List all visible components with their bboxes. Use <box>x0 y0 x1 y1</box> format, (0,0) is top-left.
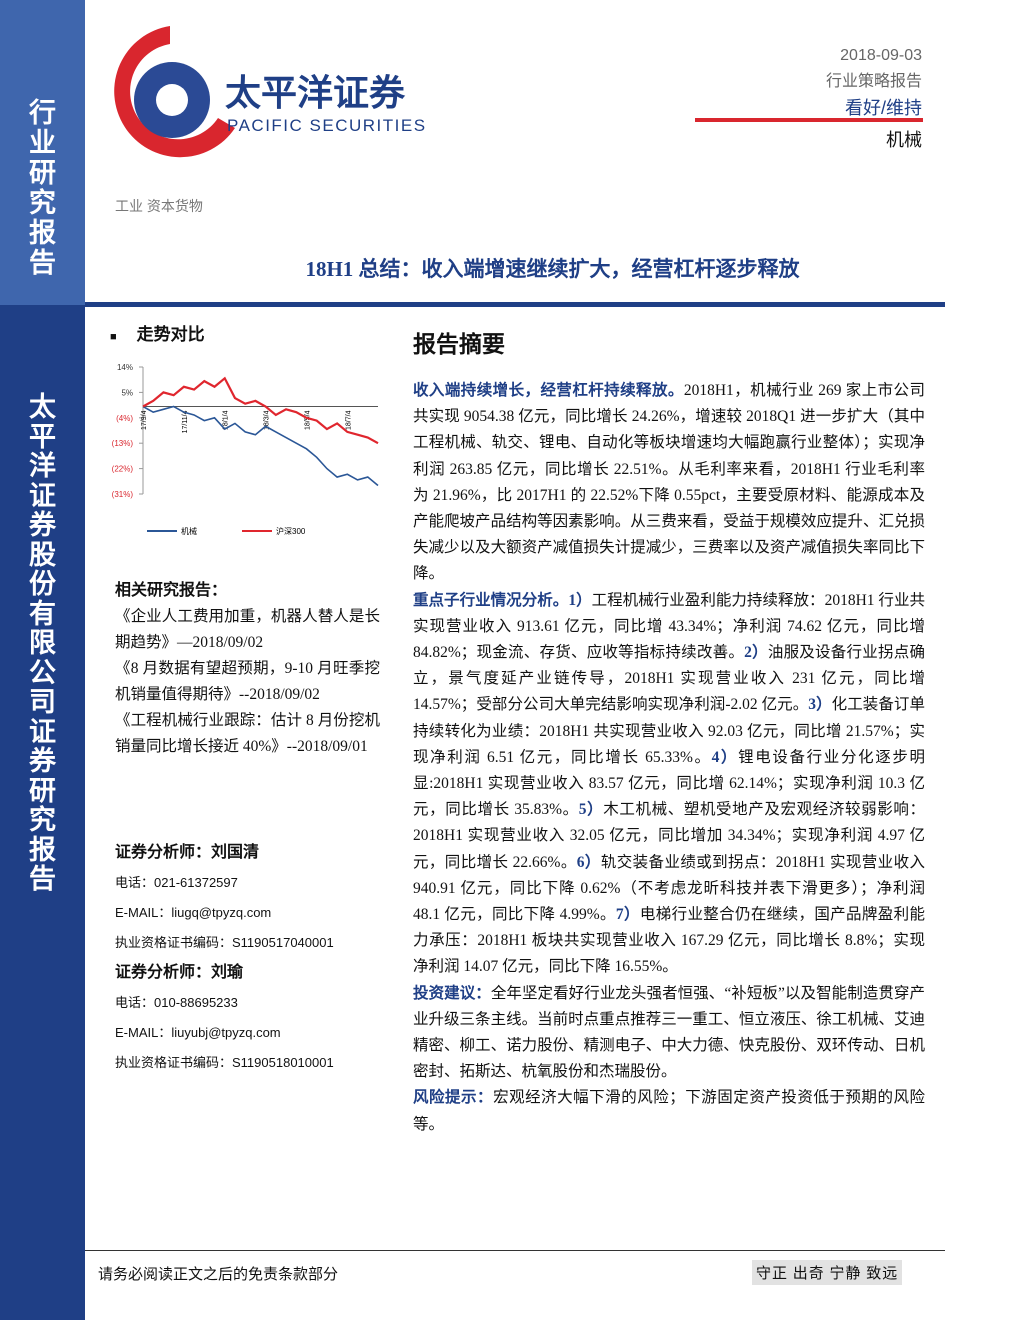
industry: 机械 <box>886 130 922 150</box>
summary-heading: 报告摘要 <box>413 332 505 357</box>
sidebar-top: 行业研究报告 <box>0 0 85 305</box>
x-tick-label: 18/5/4 <box>304 410 311 430</box>
logo-cn: 太平洋证券 <box>225 73 406 114</box>
summary-emphasis: 4） <box>711 748 739 766</box>
related-item: 《企业人工费用加重，机器人替人是长期趋势》—2018/09/02 <box>115 608 380 651</box>
motto: 守正 出奇 宁静 致远 <box>752 1260 903 1285</box>
analysts: 证券分析师：刘国清 电话：021-61372597 E-MAIL：liugq@tpy… <box>115 838 385 1078</box>
y-tick-label: (22%) <box>112 465 134 474</box>
summary-emphasis: 收入端持续增长，经营杠杆持续释放。 <box>413 382 684 399</box>
title: 18H1 总结：收入端增速继续扩大，经营杠杆逐步释放 <box>305 257 800 281</box>
summary-text: 轨交装备业绩或到拐点：2018H1 实现营业收入 940.91 亿元，同比下降 … <box>413 853 925 924</box>
analyst-cert: 执业资格证书编码：S1190517040001 <box>115 935 334 950</box>
legend-label: 机械 <box>181 526 197 536</box>
summary-emphasis: 2） <box>744 644 768 662</box>
title-rule <box>85 302 945 307</box>
sidebar-bottom: 太平洋证券股份有限公司证券研究报告 <box>0 305 85 1320</box>
summary-text: 2018H1，机械行业 269 家上市公司共实现 9054.38 亿元，同比增长… <box>413 382 925 583</box>
report-type: 行业策略报告 <box>825 73 922 90</box>
x-tick-label: 17/9/4 <box>141 410 148 430</box>
summary-emphasis: 1） <box>568 591 592 609</box>
summary-paragraph: 风险提示：宏观经济大幅下滑的风险；下游固定资产投资低于预期的风险等。 <box>413 1085 925 1137</box>
analyst-title: 证券分析师：刘国清 <box>115 844 260 861</box>
summary-text: 木工机械、塑机受地产及宏观经济较弱影响：2018H1 实现营业收入 32.05 … <box>413 801 925 871</box>
y-tick-label: 5% <box>121 388 133 397</box>
analyst-phone: 电话：021-61372597 <box>115 875 238 890</box>
analyst-email: E-MAIL：liuyubj@tpyzq.com <box>115 1025 281 1040</box>
summary-text: 全年坚定看好行业龙头强者恒强、“补短板”以及智能制造贯穿产业升级三条主线。当前时… <box>413 984 925 1081</box>
summary-text: 锂电设备行业分化逐步明显:2018H1 实现营业收入 83.57 亿元，同比增 … <box>413 748 925 819</box>
related: 相关研究报告： 《企业人工费用加重，机器人替人是长期趋势》—2018/09/02… <box>115 578 380 760</box>
analyst-title: 证券分析师：刘瑜 <box>115 964 244 981</box>
summary-text: 电梯行业整合仍在继续，国产品牌盈利能力承压：2018H1 板块共实现营业收入 1… <box>413 906 925 976</box>
y-tick-label: (31%) <box>112 490 134 499</box>
summary-emphasis: 投资建议： <box>413 984 491 1002</box>
x-tick-label: 18/3/4 <box>264 410 271 430</box>
trend-chart: 14% 5% (4%) (13%) (22%) (31%) 17/9/4 17/11/4 18/… <box>112 363 379 536</box>
legend-label: 沪深300 <box>276 526 306 536</box>
summary-paragraph: 投资建议：全年坚定看好行业龙头强者恒强、“补短板”以及智能制造贯穿产业升级三条主… <box>413 981 925 1086</box>
x-tick-label: 17/11/4 <box>182 410 189 433</box>
y-tick-label: (13%) <box>112 439 134 448</box>
sidebar-bottom-text: 太平洋证券股份有限公司证券研究报告 <box>29 392 56 894</box>
summary-emphasis: 6） <box>576 853 601 871</box>
summary-emphasis: 7） <box>615 906 640 924</box>
trend-heading: ■ 走势对比 <box>110 325 205 344</box>
summary-text: 化工装备订单持续转化为业绩：2018H1 共实现营业收入 92.03 亿元，同比… <box>413 696 925 766</box>
sidebar-top-text: 行业研究报告 <box>29 98 56 278</box>
sector: 工业 资本货物 <box>115 198 203 214</box>
summary-text: 宏观经济大幅下滑的风险；下游固定资产投资低于预期的风险等。 <box>413 1089 925 1133</box>
analyst-email: E-MAIL：liugq@tpyzq.com <box>115 905 272 920</box>
disclaimer: 请务必阅读正文之后的免责条款部分 <box>98 1267 339 1283</box>
summary-emphasis: 重点子行业情况分析。 <box>413 591 569 609</box>
series-line <box>142 376 379 445</box>
x-tick-label: 18/7/4 <box>345 410 352 430</box>
date: 2018-09-03 <box>840 47 922 64</box>
related-item: 《工程机械行业跟踪：估计 8 月份挖机销量同比增长接近 40%》--2018/0… <box>115 712 380 755</box>
y-tick-label: (4%) <box>116 414 133 423</box>
related-heading: 相关研究报告： <box>115 582 228 599</box>
analyst-phone: 电话：010-88695233 <box>115 995 238 1010</box>
summary-text: 工程机械行业盈利能力持续释放：2018H1 行业共实现营业收入 913.61 亿… <box>413 591 925 662</box>
summary: 收入端持续增长，经营杠杆持续释放。2018H1，机械行业 269 家上市公司共实… <box>413 378 925 1138</box>
header: 2018-09-03 行业策略报告 看好/维持 <box>826 43 922 121</box>
summary-paragraph: 重点子行业情况分析。1）工程机械行业盈利能力持续释放：2018H1 行业共实现营… <box>413 588 925 981</box>
summary-emphasis: 3） <box>808 696 832 714</box>
summary-text: 油服及设备行业拐点确立，景气度延产业链传导，2018H1 实现营业收入 231 … <box>413 644 925 714</box>
rating: 看好/维持 <box>844 98 922 118</box>
logo: 太平洋证券 PACIFIC SECURITIES <box>114 26 427 158</box>
rating-rule <box>695 118 923 122</box>
series-line <box>142 405 379 487</box>
related-list: 《企业人工费用加重，机器人替人是长期趋势》—2018/09/02 《8 月数据有望… <box>115 604 380 760</box>
related-item: 《8 月数据有望超预期，9-10 月旺季挖机销量值得期待》--2018/09/0… <box>115 660 380 703</box>
summary-emphasis: 5） <box>578 801 604 819</box>
footer-rule <box>85 1250 945 1251</box>
logo-dot <box>156 84 188 116</box>
x-tick-label: 18/1/4 <box>223 410 230 430</box>
trend-heading-text: 走势对比 <box>136 325 205 344</box>
y-tick-label: 14% <box>117 363 133 372</box>
summary-paragraph: 收入端持续增长，经营杠杆持续释放。2018H1，机械行业 269 家上市公司共实… <box>413 378 925 588</box>
logo-en: PACIFIC SECURITIES <box>227 116 427 135</box>
summary-emphasis: 风险提示： <box>413 1089 494 1107</box>
analyst-cert: 执业资格证书编码：S1190518010001 <box>115 1055 334 1070</box>
